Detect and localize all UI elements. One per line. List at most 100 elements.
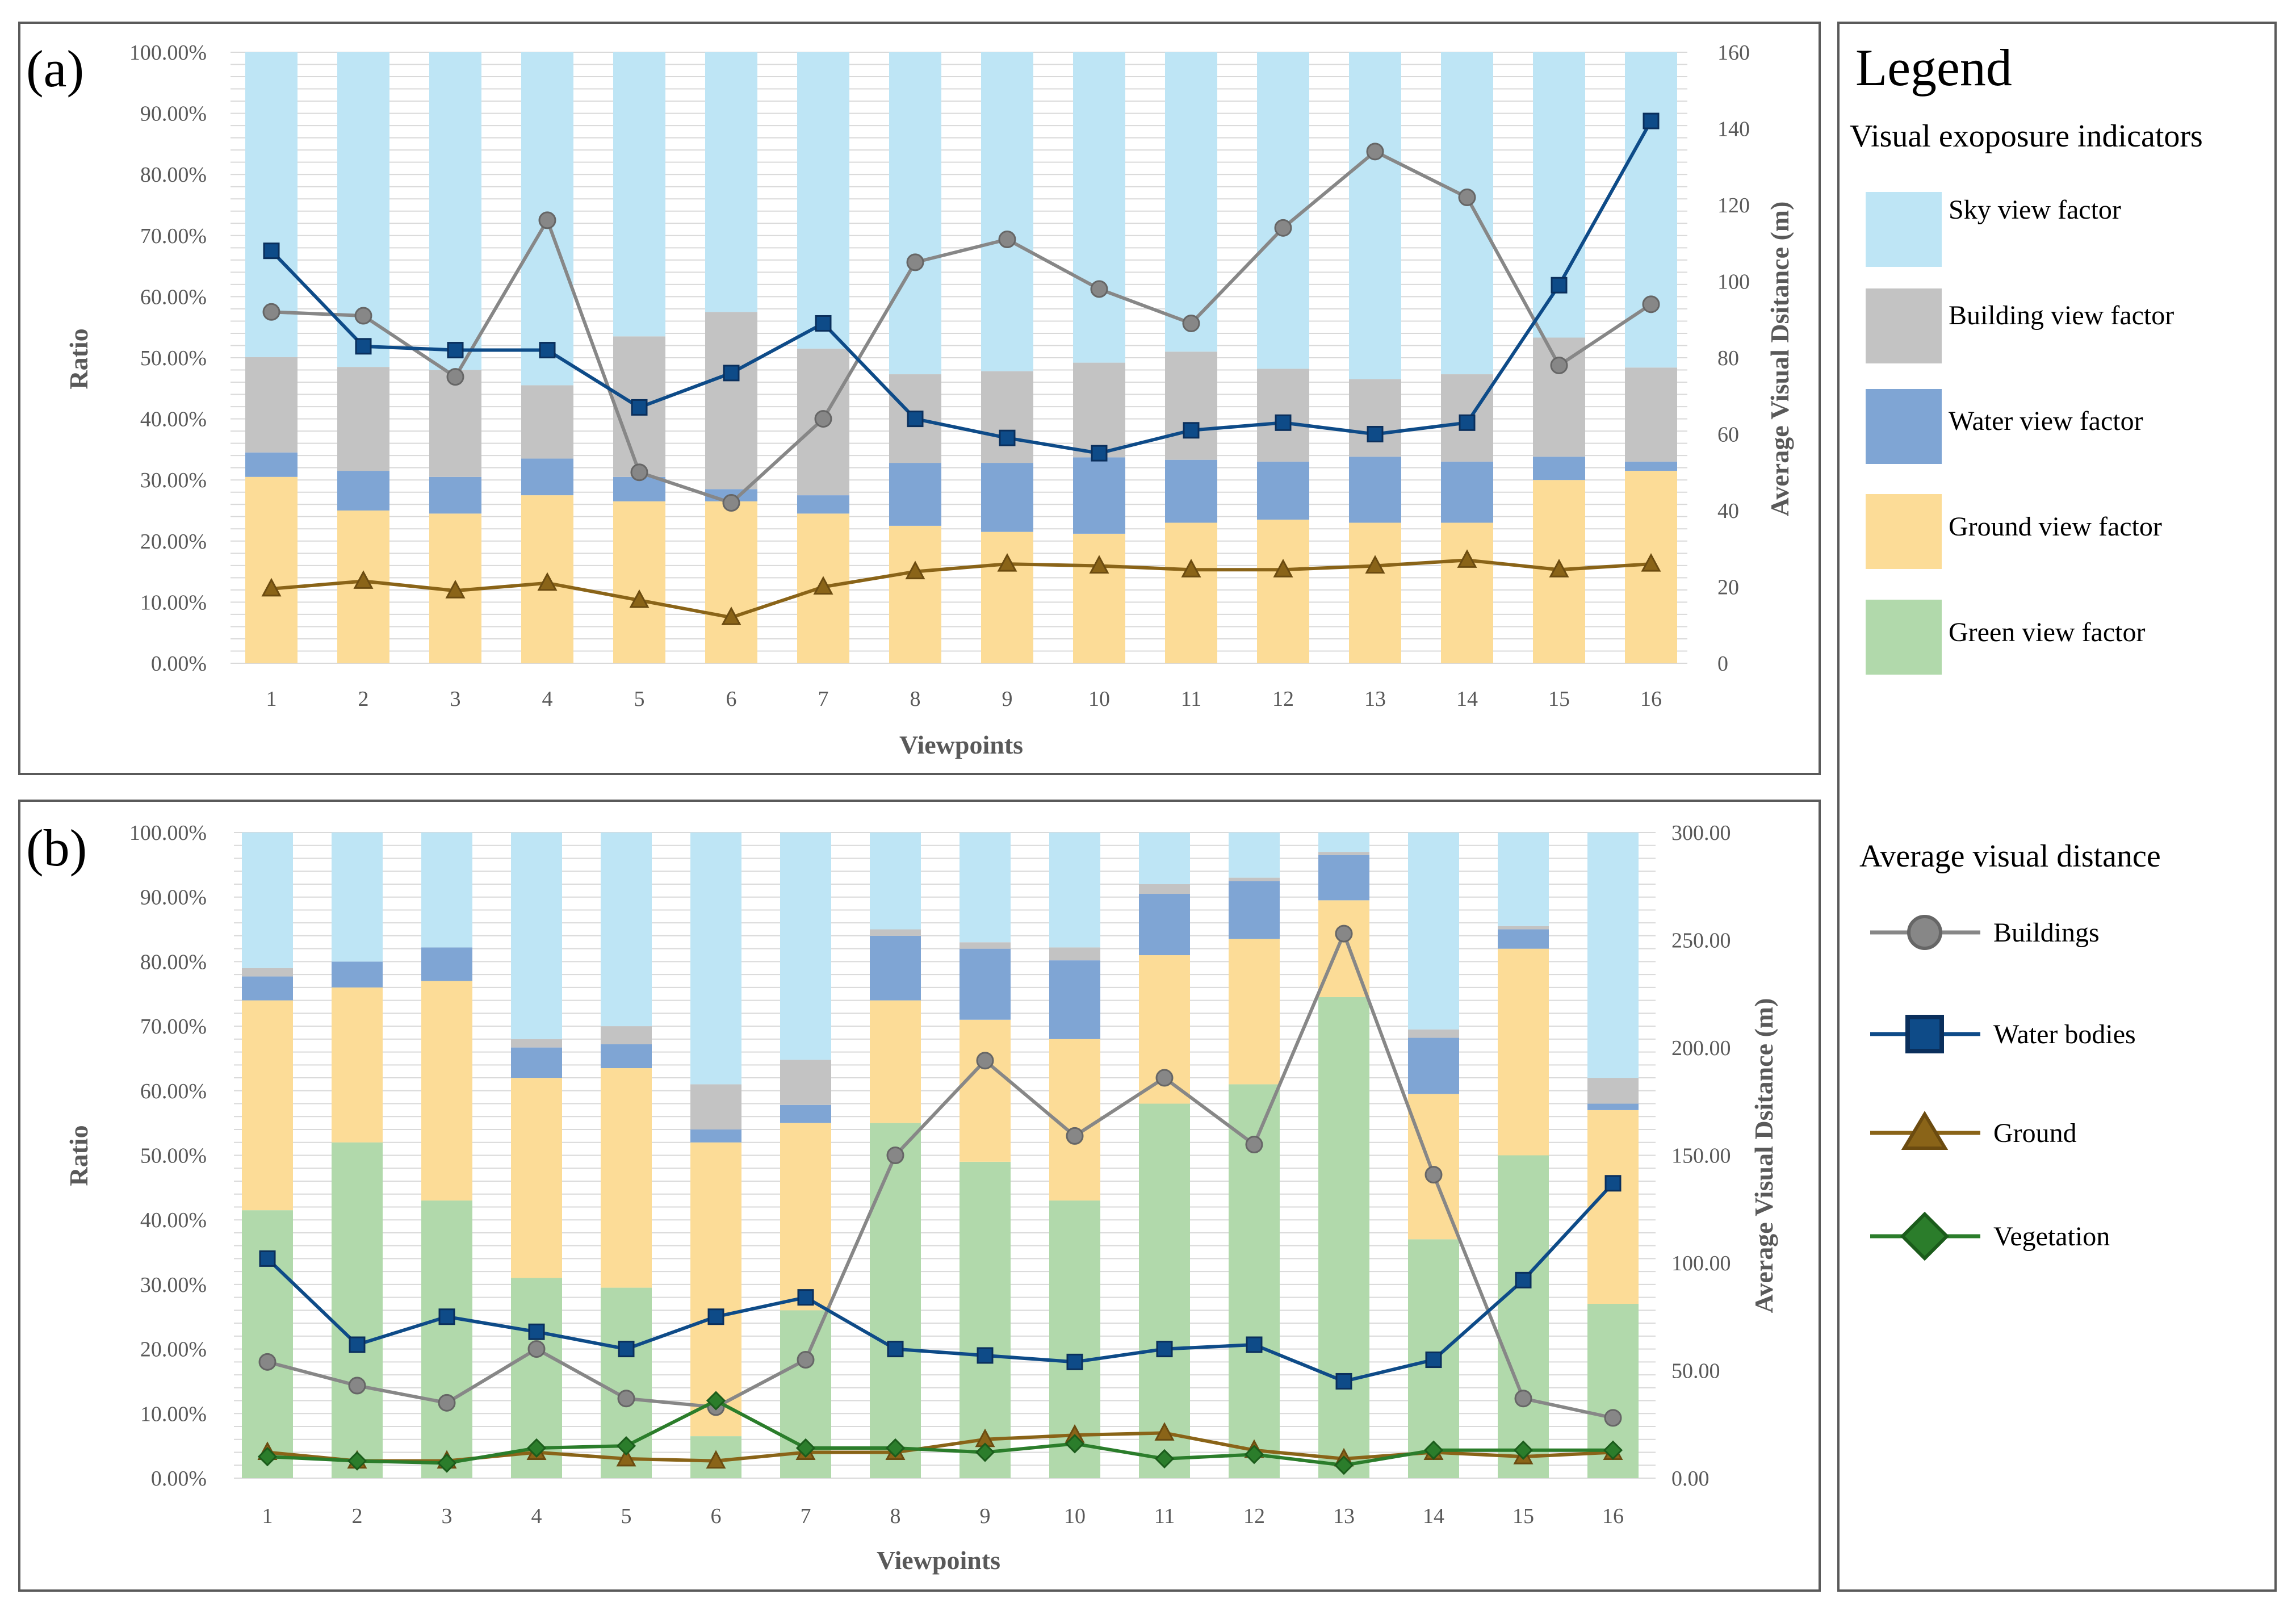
b-marker-vegetation	[526, 1438, 547, 1458]
b-bar-green-view-factor	[421, 1200, 472, 1478]
a-marker-water-bodies	[263, 242, 280, 260]
b-marker-vegetation	[1603, 1440, 1623, 1460]
b-x-tick-label: 6	[711, 1504, 722, 1528]
legend-section-distance-title: Average visual distance	[1859, 839, 2161, 874]
b-y2-tick-label: 100.00	[1671, 1252, 1731, 1275]
a-bar-water-view-factor	[521, 458, 573, 496]
panel-b-y-axis-title: Ratio	[64, 1125, 93, 1186]
a-y2-tick-label: 120	[1717, 194, 1750, 217]
b-bar-sky-view-factor	[1587, 832, 1639, 1078]
a-bar-water-view-factor	[1073, 457, 1125, 534]
a-marker-water-bodies	[355, 338, 372, 355]
b-y-tick-label: 50.00%	[140, 1144, 207, 1168]
a-y-tick-label: 90.00%	[140, 102, 207, 126]
b-bar-building-view-factor	[1049, 947, 1100, 961]
b-x-tick-label: 16	[1602, 1504, 1624, 1528]
b-bar-water-view-factor	[242, 976, 293, 1001]
b-bar-building-view-factor	[1318, 852, 1369, 855]
a-bar-building-view-factor	[429, 370, 481, 477]
a-bar-water-view-factor	[1349, 457, 1401, 523]
b-marker-buildings	[797, 1351, 815, 1369]
b-y2-tick-label: 250.00	[1671, 929, 1731, 953]
panel-b-ticks: 0.00%10.00%20.00%30.00%40.00%50.00%60.00…	[129, 821, 1731, 1528]
b-marker-water-bodies	[707, 1308, 724, 1325]
a-marker-ground	[445, 580, 466, 599]
a-bar-water-view-factor	[337, 471, 389, 511]
b-marker-water-bodies	[1246, 1336, 1263, 1353]
a-bar-water-view-factor	[1441, 461, 1493, 523]
b-marker-water-bodies	[1066, 1353, 1083, 1370]
a-marker-buildings	[1090, 280, 1108, 298]
b-bar-ground-view-factor	[1587, 1110, 1639, 1304]
b-y-tick-label: 30.00%	[140, 1273, 207, 1297]
b-y-tick-label: 20.00%	[140, 1338, 207, 1362]
b-bar-building-view-factor	[960, 942, 1011, 949]
b-y-tick-label: 40.00%	[140, 1208, 207, 1232]
b-marker-buildings	[1335, 924, 1353, 943]
b-bar-water-view-factor	[1049, 960, 1100, 1039]
a-marker-buildings	[630, 463, 648, 482]
legend-label-ground: Ground view factor	[1949, 512, 2162, 542]
b-y2-tick-label: 200.00	[1671, 1036, 1731, 1060]
a-bar-sky-view-factor	[705, 52, 757, 312]
b-bar-building-view-factor	[242, 968, 293, 977]
b-bar-sky-view-factor	[780, 832, 831, 1060]
a-bar-ground-view-factor	[705, 501, 757, 663]
a-marker-buildings	[354, 307, 372, 325]
b-marker-buildings	[1066, 1127, 1084, 1145]
b-bar-water-view-factor	[1139, 894, 1190, 956]
a-bar-building-view-factor	[1073, 362, 1125, 458]
a-bar-water-view-factor	[429, 476, 481, 514]
a-marker-water-bodies	[1459, 414, 1476, 431]
b-marker-water-bodies	[1335, 1373, 1352, 1390]
b-bar-sky-view-factor	[332, 832, 383, 962]
a-y-tick-label: 70.00%	[140, 224, 207, 248]
a-x-tick-label: 9	[1002, 687, 1013, 711]
a-marker-buildings	[1182, 314, 1200, 332]
b-bar-building-view-factor	[780, 1060, 831, 1105]
a-marker-water-bodies	[447, 342, 464, 359]
a-marker-buildings	[538, 211, 556, 229]
b-marker-water-bodies	[887, 1341, 904, 1358]
b-marker-water-bodies	[797, 1289, 814, 1306]
a-marker-water-bodies	[723, 365, 740, 382]
b-bar-water-view-factor	[690, 1129, 741, 1143]
b-y-tick-label: 10.00%	[140, 1402, 207, 1426]
a-bar-building-view-factor	[521, 385, 573, 459]
b-bar-water-view-factor	[1318, 855, 1369, 901]
a-marker-ground	[1089, 555, 1109, 574]
a-bar-building-view-factor	[337, 367, 389, 471]
panel-a-y-axis-title: Ratio	[64, 328, 93, 389]
b-bar-ground-view-factor	[1229, 939, 1280, 1085]
a-bar-ground-view-factor	[1073, 533, 1125, 663]
a-bar-sky-view-factor	[981, 52, 1033, 371]
a-marker-water-bodies	[1091, 445, 1108, 462]
b-marker-water-bodies	[438, 1308, 455, 1325]
panel-b-label: (b)	[26, 819, 87, 877]
b-bar-sky-view-factor	[960, 832, 1011, 943]
b-x-tick-label: 5	[621, 1504, 632, 1528]
a-x-tick-label: 6	[726, 687, 737, 711]
a-y-tick-label: 0.00%	[151, 652, 207, 676]
a-marker-water-bodies	[815, 315, 832, 332]
a-marker-ground	[997, 553, 1017, 572]
b-marker-vegetation	[1244, 1445, 1264, 1465]
a-bar-water-view-factor	[1165, 459, 1217, 523]
b-marker-buildings	[527, 1340, 546, 1358]
b-bar-building-view-factor	[1139, 884, 1190, 894]
a-marker-ground	[1641, 553, 1661, 572]
b-y-tick-label: 70.00%	[140, 1015, 207, 1039]
a-bar-ground-view-factor	[1257, 520, 1309, 663]
b-bar-water-view-factor	[1229, 881, 1280, 939]
a-bar-sky-view-factor	[429, 52, 481, 370]
legend-label-ground-line: Ground	[1993, 1118, 2077, 1148]
b-bar-building-view-factor	[511, 1039, 562, 1048]
b-marker-vegetation	[347, 1451, 367, 1471]
b-bar-sky-view-factor	[1049, 832, 1100, 948]
a-bar-ground-view-factor	[613, 501, 665, 663]
b-y2-tick-label: 300.00	[1671, 821, 1731, 845]
panel-b: 0.00%10.00%20.00%30.00%40.00%50.00%60.00…	[26, 819, 1778, 1575]
b-bar-sky-view-factor	[870, 832, 921, 930]
a-y-tick-label: 40.00%	[140, 408, 207, 432]
a-y2-tick-label: 60	[1717, 423, 1739, 447]
